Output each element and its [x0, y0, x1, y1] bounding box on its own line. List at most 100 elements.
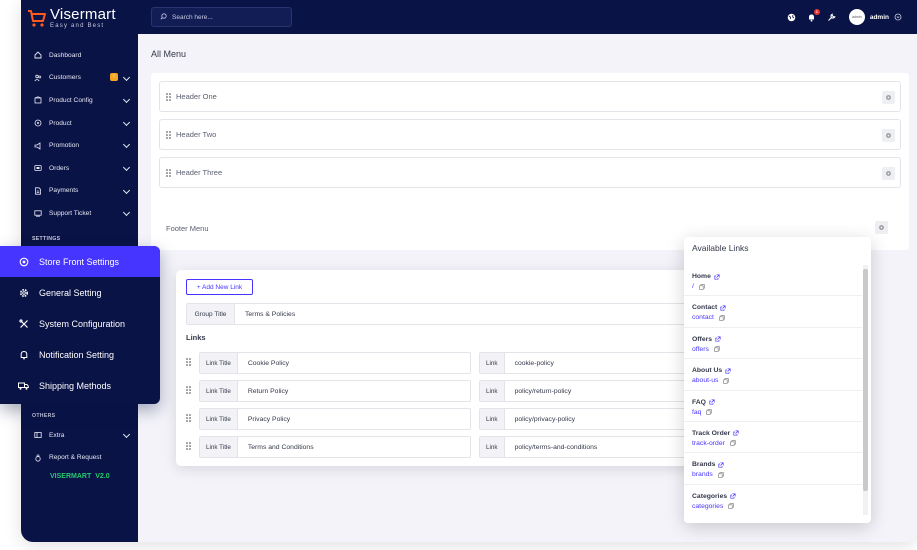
avatar[interactable]: admin	[848, 9, 865, 25]
copy-icon[interactable]	[706, 409, 713, 415]
menu-row-label: Footer Menu	[166, 223, 209, 233]
external-link-icon[interactable]	[725, 368, 731, 374]
link-name-row[interactable]: Brands	[692, 461, 862, 468]
drag-handle-icon[interactable]	[166, 169, 172, 177]
link-name-row[interactable]: About Us	[692, 367, 862, 374]
chevron-down-icon	[122, 96, 131, 104]
link-url-value[interactable]: policy/privacy-policy	[514, 415, 575, 423]
menu-row-footer[interactable]: Footer Menu	[151, 213, 893, 243]
link-title-field[interactable]: Link Title Cookie Policy	[199, 352, 471, 374]
drag-handle-icon[interactable]	[186, 386, 192, 394]
external-link-icon[interactable]	[730, 493, 736, 499]
link-url-value[interactable]: policy/return-policy	[514, 387, 572, 395]
external-link-icon[interactable]	[718, 462, 724, 468]
copy-icon[interactable]	[714, 346, 720, 353]
scrollbar-thumb[interactable]	[863, 269, 868, 491]
link-row: Link Title Return Policy Link policy/ret…	[186, 380, 699, 402]
users-icon	[34, 74, 42, 82]
link-url-field[interactable]: Link policy/privacy-policy	[479, 408, 699, 430]
sidebar-item-label: Dashboard	[49, 51, 82, 59]
bell-icon	[18, 349, 29, 360]
link-title-value[interactable]: Return Policy	[247, 387, 289, 395]
menu-item-notification-setting[interactable]: Notification Setting	[0, 339, 160, 370]
link-name-row[interactable]: Home	[692, 273, 862, 280]
sidebar-item-customers[interactable]: Customers !	[21, 67, 138, 90]
available-links-scrollbar[interactable]	[863, 265, 868, 515]
external-link-icon[interactable]	[720, 305, 726, 311]
link-title-value[interactable]: Terms and Conditions	[247, 443, 314, 451]
brand-logo[interactable]: Visermart Easy and Best	[27, 7, 116, 29]
copy-icon[interactable]	[723, 377, 730, 384]
list-item: About Us about-us	[684, 359, 862, 391]
search-input[interactable]: Search here...	[151, 7, 292, 27]
menu-settings-button[interactable]	[875, 221, 888, 234]
link-url-value[interactable]: policy/terms-and-conditions	[514, 443, 598, 451]
sidebar-item-payments[interactable]: Payments	[21, 180, 138, 203]
link-url-row: contact	[692, 314, 862, 321]
external-link-icon[interactable]	[709, 399, 715, 405]
menu-settings-button[interactable]	[882, 167, 895, 180]
sidebar-item-report-request[interactable]: Report & Request	[21, 447, 138, 470]
external-link-icon[interactable]	[714, 273, 720, 280]
drag-handle-icon[interactable]	[186, 442, 192, 450]
link-url-row: /	[692, 283, 862, 290]
menu-item-store-front-settings[interactable]: Store Front Settings	[0, 246, 160, 277]
external-link-icon[interactable]	[715, 336, 721, 342]
link-url-value[interactable]: cookie-policy	[514, 359, 554, 367]
link-row: Link Title Cookie Policy Link cookie-pol…	[186, 352, 699, 374]
globe-icon[interactable]	[787, 12, 797, 22]
menu-item-system-configuration[interactable]: System Configuration	[0, 308, 160, 339]
menu-item-shipping-methods[interactable]: Shipping Methods	[0, 370, 160, 401]
list-item: Home /	[684, 265, 862, 297]
sidebar-item-orders[interactable]: Orders	[21, 157, 138, 180]
sidebar-item-product-config[interactable]: Product Config	[21, 89, 138, 112]
drag-handle-icon[interactable]	[186, 414, 192, 422]
available-links-panel: Available Links Home / Contact contact O…	[684, 237, 871, 523]
copy-icon[interactable]	[699, 283, 705, 290]
external-link-icon[interactable]	[733, 430, 739, 437]
copy-icon[interactable]	[719, 315, 725, 321]
list-item: Contact contact	[684, 296, 862, 328]
menu-row-header-one[interactable]: Header One	[159, 81, 901, 112]
drag-handle-icon[interactable]	[186, 358, 192, 366]
sidebar-item-dashboard[interactable]: Dashboard	[21, 44, 138, 67]
link-url-field[interactable]: Link cookie-policy	[479, 352, 699, 374]
menu-settings-button[interactable]	[882, 129, 895, 142]
link-title-value[interactable]: Privacy Policy	[247, 415, 291, 423]
copy-icon[interactable]	[728, 503, 735, 509]
group-title-field[interactable]: Group Title Terms & Policies	[186, 303, 686, 325]
menu-settings-button[interactable]	[882, 91, 895, 104]
menu-item-general-setting[interactable]: General Setting	[0, 277, 160, 308]
admin-name[interactable]: admin	[869, 13, 889, 21]
sidebar-item-label: Support Ticket	[49, 209, 92, 217]
user-dropdown-icon[interactable]	[893, 12, 903, 22]
group-title-value[interactable]: Terms & Policies	[245, 310, 296, 318]
copy-icon[interactable]	[718, 472, 724, 478]
link-title-value[interactable]: Cookie Policy	[247, 359, 290, 367]
link-url-field[interactable]: Link policy/terms-and-conditions	[479, 436, 699, 458]
links-editor-card: + Add New Link Group Title Terms & Polic…	[176, 270, 699, 466]
link-name-row[interactable]: Contact	[692, 304, 862, 311]
wrench-icon[interactable]	[827, 12, 837, 22]
sidebar-item-support-ticket[interactable]: Support Ticket	[21, 202, 138, 225]
link-title-field[interactable]: Link Title Return Policy	[199, 380, 471, 402]
add-new-link-button[interactable]: + Add New Link	[186, 279, 253, 295]
link-title-field[interactable]: Link Title Privacy Policy	[199, 408, 471, 430]
link-title-field[interactable]: Link Title Terms and Conditions	[199, 436, 471, 458]
drag-handle-icon[interactable]	[166, 131, 172, 139]
link-name-row[interactable]: Offers	[692, 336, 862, 343]
drag-handle-icon[interactable]	[166, 93, 172, 101]
link-name-row[interactable]: Track Order	[692, 430, 862, 437]
link-name-row[interactable]: FAQ	[692, 399, 862, 406]
link-url-field[interactable]: Link policy/return-policy	[479, 380, 699, 402]
bell-notification-icon[interactable]: 1	[807, 9, 820, 22]
menu-row-header-two[interactable]: Header Two	[159, 119, 901, 150]
menu-row-header-three[interactable]: Header Three	[159, 157, 901, 188]
gear-icon	[18, 287, 29, 298]
copy-icon[interactable]	[730, 440, 736, 447]
sidebar-item-extra[interactable]: Extra	[21, 424, 138, 447]
sidebar-item-product[interactable]: Product	[21, 112, 138, 135]
link-label: Link	[480, 353, 505, 373]
link-name-row[interactable]: Categories	[692, 493, 862, 500]
sidebar-item-promotion[interactable]: Promotion	[21, 134, 138, 157]
